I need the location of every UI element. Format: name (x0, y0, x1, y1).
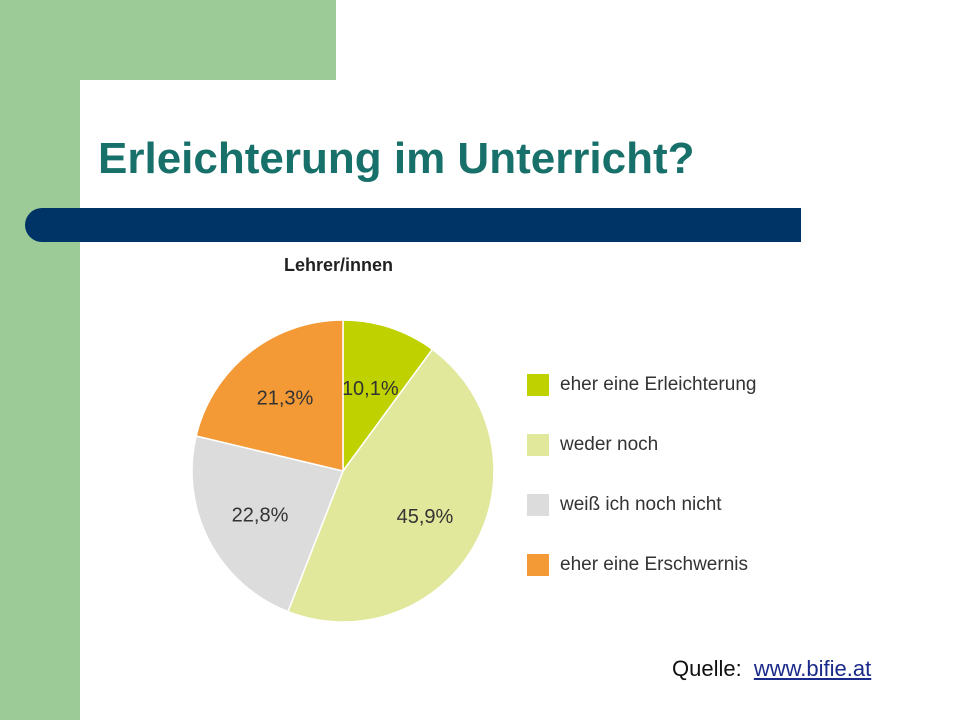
legend-swatch (527, 374, 549, 396)
legend-swatch (527, 434, 549, 456)
pie-slice-label-3: 22,8% (232, 504, 289, 526)
legend-label: eher eine Erleichterung (560, 374, 757, 395)
pie-slice-label-2: 45,9% (397, 506, 454, 528)
source-label: Quelle: (672, 656, 742, 681)
legend-swatch (527, 494, 549, 516)
legend-label: eher eine Erschwernis (560, 554, 748, 575)
pie-slice-label-1: 10,1% (342, 378, 399, 400)
legend-item-4: eher eine Erschwernis (527, 554, 748, 576)
slide-title: Erleichterung im Unterricht? (98, 134, 695, 183)
background-green-sidebar (0, 0, 80, 720)
pie-slice-4 (195, 319, 344, 472)
pie-slice-2 (286, 348, 495, 623)
legend-label: weiß ich noch nicht (560, 494, 722, 515)
chart-title: Lehrer/innen (284, 255, 394, 275)
pie-slice-3 (191, 435, 345, 613)
source-citation: Quelle: www.bifie.at (672, 656, 871, 682)
legend-item-2: weder noch (527, 434, 658, 456)
source-link[interactable]: www.bifie.at (753, 656, 872, 681)
legend-item-1: eher eine Erleichterung (527, 374, 756, 396)
background-green-top (0, 0, 336, 80)
pie-slice-1 (342, 319, 434, 474)
legend-label: weder noch (560, 434, 659, 455)
legend-swatch (527, 554, 549, 576)
pie-slice-label-4: 21,3% (257, 388, 314, 410)
legend-item-3: weiß ich noch nicht (527, 494, 722, 516)
title-underline-bar (25, 208, 801, 242)
